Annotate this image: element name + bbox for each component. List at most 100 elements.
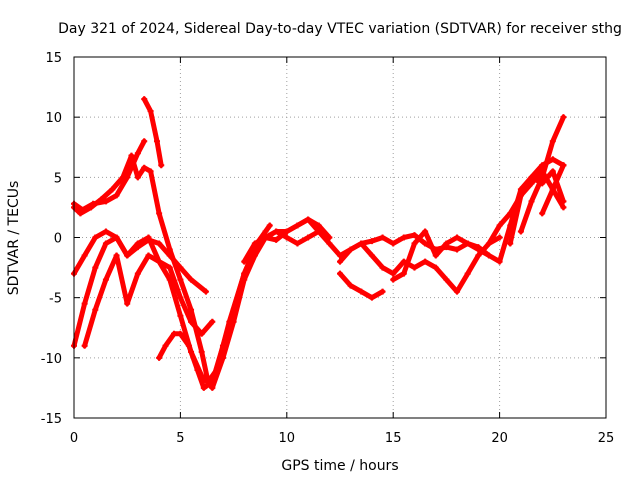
data-point: [141, 96, 148, 103]
data-point: [539, 174, 546, 181]
data-point: [305, 234, 312, 241]
data-point: [560, 162, 567, 169]
data-point: [156, 258, 163, 265]
data-point: [198, 348, 205, 355]
data-point: [337, 258, 343, 265]
data-point: [153, 138, 160, 145]
series-line: [71, 235, 215, 349]
data-point: [147, 108, 154, 115]
x-tick-label: 25: [598, 431, 615, 446]
data-point: [177, 264, 184, 271]
data-point: [113, 192, 120, 199]
data-point: [209, 318, 216, 325]
data-point: [528, 198, 535, 205]
data-point: [368, 238, 375, 245]
data-point: [141, 164, 148, 171]
data-point: [454, 288, 461, 295]
data-point: [283, 228, 290, 235]
data-point: [156, 210, 163, 217]
data-point: [411, 240, 418, 247]
series-line: [71, 138, 147, 213]
data-point: [496, 222, 503, 229]
data-point: [145, 234, 152, 241]
data-point: [166, 252, 173, 259]
data-point: [109, 186, 116, 193]
data-point: [113, 234, 120, 241]
data-point: [549, 138, 556, 145]
data-point: [156, 240, 163, 247]
y-tick-label: 10: [45, 111, 62, 126]
y-tick-label: -10: [41, 352, 62, 367]
x-axis-ticks: 0 5 10 15 20 25: [70, 57, 614, 446]
data-point: [358, 288, 365, 295]
data-point: [358, 240, 365, 247]
data-point: [496, 258, 503, 265]
data-point: [124, 300, 131, 307]
data-point: [102, 240, 109, 247]
data-point: [294, 240, 301, 247]
y-tick-label: -5: [49, 292, 62, 307]
data-point: [411, 232, 418, 239]
data-point: [209, 384, 216, 391]
series-pass-2: [71, 138, 148, 213]
series-pass-15: [539, 162, 567, 217]
data-point: [283, 234, 290, 241]
data-point: [422, 240, 429, 247]
data-point: [507, 240, 514, 247]
data-point: [337, 270, 343, 277]
data-point: [549, 186, 556, 193]
data-point: [422, 258, 429, 265]
data-point: [198, 330, 205, 337]
data-point: [177, 276, 184, 283]
x-tick-label: 0: [70, 431, 78, 446]
data-point: [185, 342, 192, 349]
data-point: [390, 270, 397, 277]
data-point: [188, 306, 195, 313]
data-point: [202, 288, 209, 295]
data-point: [79, 206, 86, 213]
data-point: [475, 246, 482, 253]
data-point: [158, 162, 165, 169]
data-point: [134, 150, 141, 157]
data-point: [145, 252, 152, 259]
data-point: [390, 240, 397, 247]
data-point: [113, 252, 120, 259]
data-point: [81, 252, 88, 259]
data-point: [507, 210, 514, 217]
data-point: [166, 264, 173, 271]
data-point: [92, 234, 99, 241]
data-point: [560, 114, 567, 121]
data-point: [517, 228, 524, 235]
data-point: [188, 318, 195, 325]
chart-title: Day 321 of 2024, Sidereal Day-to-day VTE…: [58, 21, 622, 37]
x-tick-label: 5: [176, 431, 184, 446]
y-axis-ticks: -15 -10 -5 0 5 10 15: [41, 51, 606, 427]
series-pass-6: [81, 228, 322, 391]
x-axis-label: GPS time / hours: [281, 458, 398, 474]
series-pass-8: [241, 216, 503, 295]
series-pass-9: [337, 270, 386, 301]
data-point: [134, 240, 141, 247]
data-point: [102, 228, 109, 235]
data-point: [134, 270, 141, 277]
data-point: [432, 264, 439, 271]
data-point: [390, 276, 397, 283]
data-point: [422, 228, 429, 235]
data-point: [485, 252, 492, 259]
data-point: [209, 378, 216, 385]
data-point: [347, 282, 354, 289]
series-line: [141, 96, 164, 168]
data-point: [517, 192, 524, 199]
series-pass-14: [517, 114, 567, 235]
data-point: [194, 366, 201, 373]
data-point: [273, 228, 280, 235]
series-pass-13: [507, 168, 567, 247]
data-point: [326, 240, 333, 247]
data-point: [528, 174, 535, 181]
grid-lines: [74, 57, 606, 418]
data-point: [262, 234, 269, 241]
data-point: [266, 222, 273, 229]
data-point: [124, 174, 131, 181]
data-point: [368, 252, 375, 259]
data-point: [347, 246, 354, 253]
